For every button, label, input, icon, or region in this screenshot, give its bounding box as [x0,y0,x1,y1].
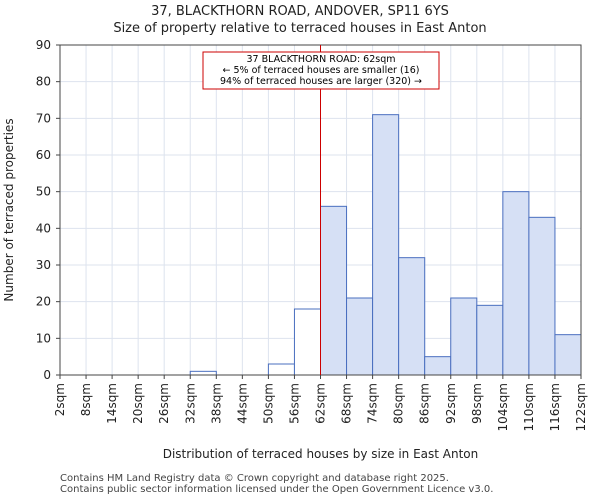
x-tick-label: 86sqm [418,383,432,424]
bar-68sqm [346,297,374,376]
bar-86sqm [424,356,452,376]
x-tick-label: 110sqm [522,383,536,431]
bar-56sqm [293,308,322,376]
bar-32sqm [189,370,217,376]
y-tick-label: 90 [36,38,51,52]
y-tick-label: 60 [36,148,51,162]
bar-116sqm [554,334,582,376]
y-axis-title: Number of terraced properties [2,118,16,301]
x-tick-label: 26sqm [157,383,171,424]
annotation-larger: 94% of terraced houses are larger (320) … [220,76,422,87]
bar-50sqm [267,363,295,376]
y-tick-label: 50 [36,185,51,199]
x-tick-label: 56sqm [287,383,301,424]
x-tick-label: 38sqm [209,383,223,424]
x-tick-label: 74sqm [366,383,380,424]
bar-74sqm [372,114,400,376]
annotation-smaller: ← 5% of terraced houses are smaller (16) [223,65,420,76]
y-tick-label: 20 [36,295,51,309]
x-tick-label: 62sqm [314,383,328,424]
y-tick-label: 30 [36,258,51,272]
y-tick-label: 0 [43,368,51,382]
x-tick-label: 44sqm [235,383,249,424]
chart-subtitle: Size of property relative to terraced ho… [113,21,487,36]
bar-104sqm [502,191,530,376]
x-tick-label: 32sqm [183,383,197,424]
x-tick-label: 20sqm [131,383,145,424]
bar-62sqm [320,205,348,376]
annotation-title: 37 BLACKTHORN ROAD: 62sqm [246,54,395,65]
x-tick-label: 80sqm [392,383,406,424]
axes: 0 10 20 30 40 50 60 70 80 90 2sqm 8sqm 14sqm 20sqm 26s… [2,38,588,461]
y-tick-label: 70 [36,111,51,125]
x-tick-label: 50sqm [261,383,275,424]
x-tick-label: 122sqm [574,383,588,431]
footer-copyright: Contains HM Land Registry data © Crown c… [60,473,449,484]
bar-98sqm [476,304,504,376]
y-tick-label: 80 [36,75,51,89]
x-tick-label: 68sqm [340,383,354,424]
bar-92sqm [450,297,478,376]
x-tick-label: 92sqm [444,383,458,424]
x-tick-label: 104sqm [496,383,510,431]
footer-licence: Contains public sector information licen… [60,484,494,495]
x-tick-label: 14sqm [105,383,119,424]
x-axis-title: Distribution of terraced houses by size … [163,447,479,461]
marker: 37 BLACKTHORN ROAD: 62sqm← 5% of terrace… [202,45,440,375]
x-tick-label: 8sqm [79,383,93,416]
y-tick-label: 10 [36,331,51,345]
bar-80sqm [398,257,426,376]
bar-110sqm [528,216,556,376]
chart-title: 37, BLACKTHORN ROAD, ANDOVER, SP11 6YS [151,4,449,19]
bars [189,114,582,376]
y-tick-label: 40 [36,221,51,235]
x-tick-label: 2sqm [53,383,67,416]
x-tick-label: 116sqm [548,383,562,431]
x-tick-label: 98sqm [470,383,484,424]
annotation-box [202,51,440,90]
